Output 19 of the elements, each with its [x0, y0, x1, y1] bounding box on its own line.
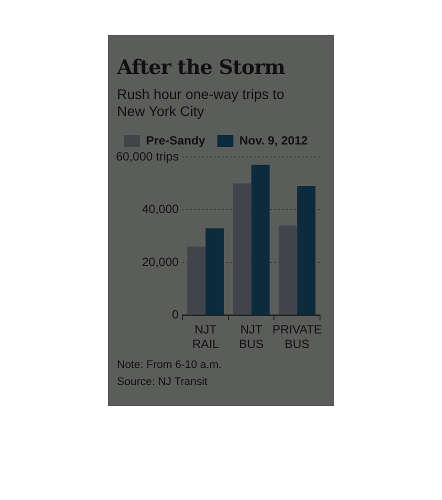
y-tick-label: 60,000 trips — [116, 149, 179, 164]
y-tick-label: 20,000 — [142, 254, 180, 269]
y-tick-label: 40,000 — [142, 202, 180, 216]
chart-subtitle: Rush hour one-way trips to New York City — [117, 86, 286, 120]
legend-label: Pre-Sandy — [146, 133, 206, 148]
legend-label: Nov. 9, 2012 — [239, 133, 308, 148]
text: Note: From 6-10 a.m. — [117, 358, 222, 373]
bar — [297, 186, 316, 315]
x-tick-label: NJT BUS — [239, 322, 264, 352]
bar — [251, 164, 270, 315]
chart-title: After the Storm — [117, 55, 285, 79]
y-tick-label: 0 — [172, 308, 180, 322]
bar — [278, 226, 298, 315]
bar — [187, 246, 206, 315]
bar — [206, 228, 224, 315]
x-tick-label: NJT RAIL — [192, 322, 220, 352]
source-note: Source: NJ Transit — [117, 375, 208, 390]
bar — [233, 183, 252, 315]
x-tick-label: PRIVATE BUS — [272, 322, 322, 352]
